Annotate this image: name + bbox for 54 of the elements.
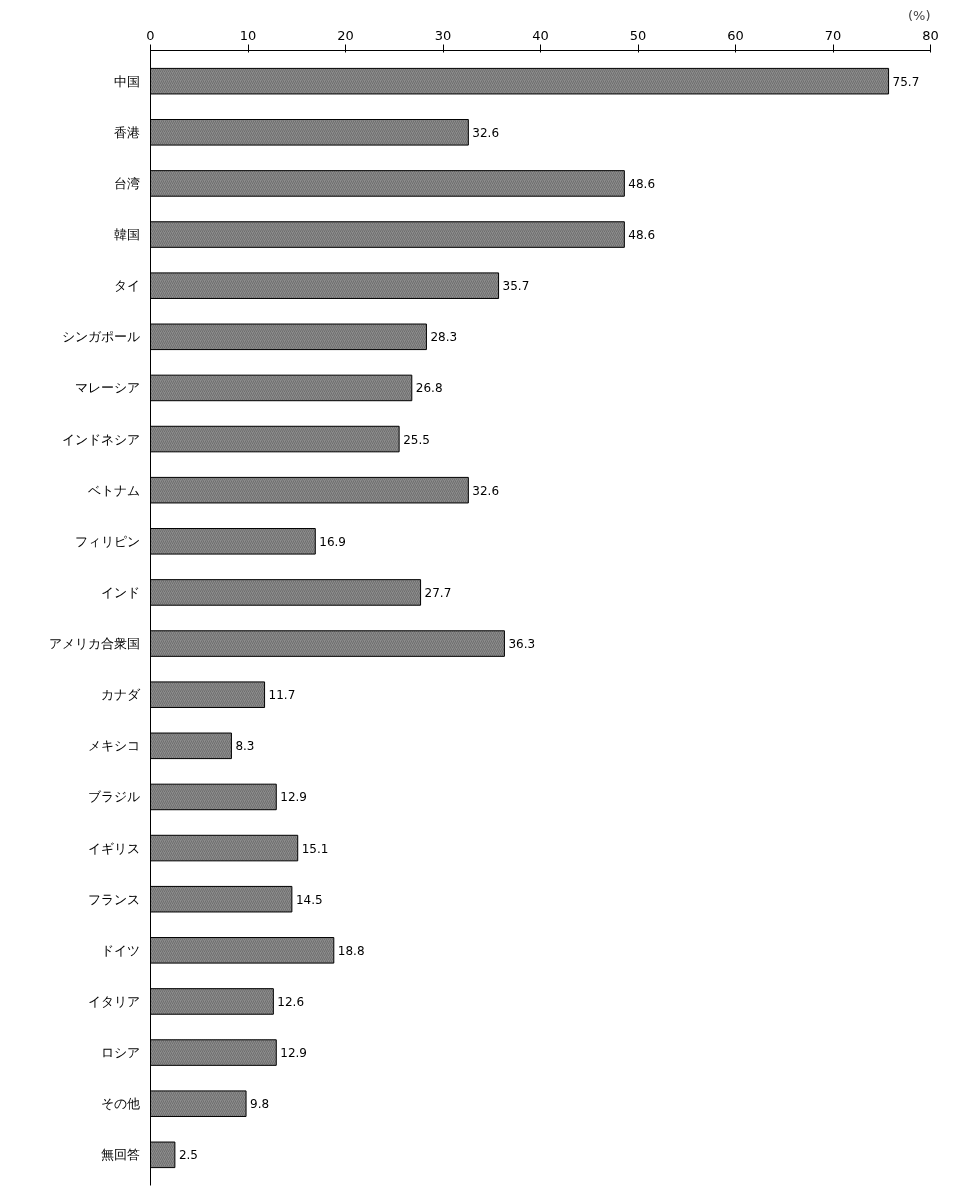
y-tick-label: 中国: [113, 73, 140, 89]
y-tick-label: イギリス: [87, 840, 140, 856]
y-tick-label: フィリピン: [74, 533, 140, 549]
x-tick-label: 40: [532, 27, 549, 43]
y-tick-label: 韓国: [113, 227, 140, 243]
y-tick-label: ベトナム: [87, 482, 140, 498]
y-tick-label: カナダ: [100, 687, 141, 703]
y-tick-label: イタリア: [87, 993, 140, 1009]
x-tick-label: 50: [629, 27, 647, 43]
y-tick-label: ドイツ: [100, 942, 140, 958]
y-tick-label: メキシコ: [87, 738, 140, 754]
y-tick-label: 台湾: [113, 175, 140, 191]
data-label: 48.6: [628, 176, 656, 191]
x-axis-title: (%): [908, 7, 931, 23]
y-tick-label: ロシア: [100, 1045, 140, 1061]
y-tick-label: アメリカ合衆国: [48, 636, 140, 652]
y-tick-label: その他: [100, 1096, 140, 1112]
data-label: 12.6: [277, 994, 305, 1009]
y-tick-label: インドネシア: [61, 431, 140, 447]
y-tick-label: タイ: [113, 278, 140, 294]
data-label: 15.1: [301, 841, 329, 856]
x-tick-label: 30: [434, 27, 452, 43]
y-tick-label: マレーシア: [74, 380, 140, 396]
data-label: 8.3: [235, 739, 255, 754]
data-label: 28.3: [430, 330, 458, 345]
data-label: 48.6: [628, 228, 656, 243]
data-label: 16.9: [319, 534, 346, 549]
y-tick-label: 香港: [113, 124, 140, 140]
y-tick-label: シンガポール: [61, 329, 140, 345]
data-label: 32.6: [472, 483, 500, 498]
data-label: 12.9: [280, 1046, 307, 1061]
y-tick-label: 無回答: [100, 1147, 140, 1163]
data-label: 25.5: [403, 432, 430, 447]
data-label: 26.8: [415, 381, 443, 396]
x-tick-label: 0: [146, 27, 155, 43]
data-label: 36.3: [508, 637, 536, 652]
y-tick-label: ブラジル: [87, 789, 140, 805]
x-tick-label: 80: [922, 27, 939, 43]
data-label: 2.5: [178, 1148, 198, 1163]
data-label: 9.8: [250, 1097, 270, 1112]
y-tick-label: インド: [100, 584, 140, 600]
data-label: 12.9: [280, 790, 307, 805]
data-label: 27.7: [424, 585, 452, 600]
x-tick-label: 10: [239, 27, 257, 43]
data-label: 18.8: [337, 943, 365, 958]
data-label: 11.7: [268, 688, 296, 703]
data-label: 32.6: [472, 125, 500, 140]
x-tick-label: 70: [824, 27, 842, 43]
data-label: 14.5: [295, 892, 323, 907]
y-tick-label: フランス: [87, 891, 140, 907]
data-label: 35.7: [502, 279, 530, 294]
x-tick-label: 20: [337, 27, 354, 43]
x-tick-label: 60: [727, 27, 744, 43]
data-label: 75.7: [892, 74, 920, 89]
